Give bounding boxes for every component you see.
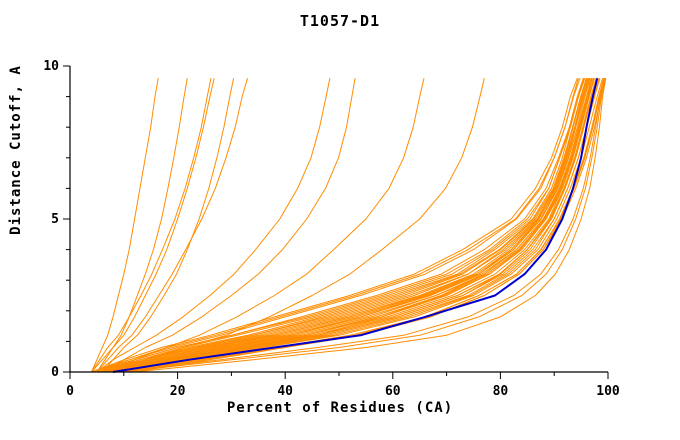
x-tick-label: 20	[170, 384, 186, 399]
series-prediction-14	[112, 78, 600, 373]
y-tick-label: 0	[51, 365, 59, 380]
series-prediction-46	[102, 78, 356, 373]
x-axis-label: Percent of Residues (CA)	[226, 400, 454, 416]
x-tick-label: 100	[596, 384, 620, 399]
series-prediction-43	[96, 78, 248, 373]
series-prediction-37	[134, 78, 607, 373]
y-tick-label: 10	[43, 59, 59, 74]
series-prediction-47	[107, 78, 425, 373]
series-prediction-22	[112, 78, 597, 373]
series-prediction-39	[91, 78, 159, 373]
x-tick-label: 60	[385, 384, 401, 399]
series-prediction-18	[91, 78, 578, 373]
series-highlighted-model	[112, 77, 599, 373]
series-prediction-29	[91, 78, 581, 373]
series-prediction-48	[112, 78, 485, 373]
x-tick-label: 40	[277, 384, 293, 399]
series-prediction-31	[123, 78, 595, 373]
chart-title: T1057-D1	[299, 12, 381, 30]
series-prediction-24	[96, 78, 584, 373]
x-tick-label: 80	[493, 384, 509, 399]
series-prediction-30	[102, 78, 590, 373]
series-prediction-09	[118, 78, 604, 373]
series-prediction-42	[101, 78, 235, 373]
x-tick-label: 0	[66, 384, 74, 399]
y-axis-label: Distance Cutoff, A	[8, 65, 24, 235]
series-prediction-41	[91, 78, 215, 373]
series-prediction-27	[96, 78, 587, 373]
series-prediction-38	[118, 78, 605, 373]
series-prediction-35	[112, 78, 592, 373]
y-tick-label: 5	[51, 212, 59, 227]
series-prediction-36	[123, 78, 606, 373]
series-prediction-44	[91, 78, 212, 373]
series-prediction-21	[96, 78, 590, 373]
series-prediction-45	[96, 78, 331, 373]
series-prediction-17	[107, 78, 594, 373]
series-prediction-33	[118, 78, 595, 373]
series-prediction-32	[134, 78, 606, 373]
